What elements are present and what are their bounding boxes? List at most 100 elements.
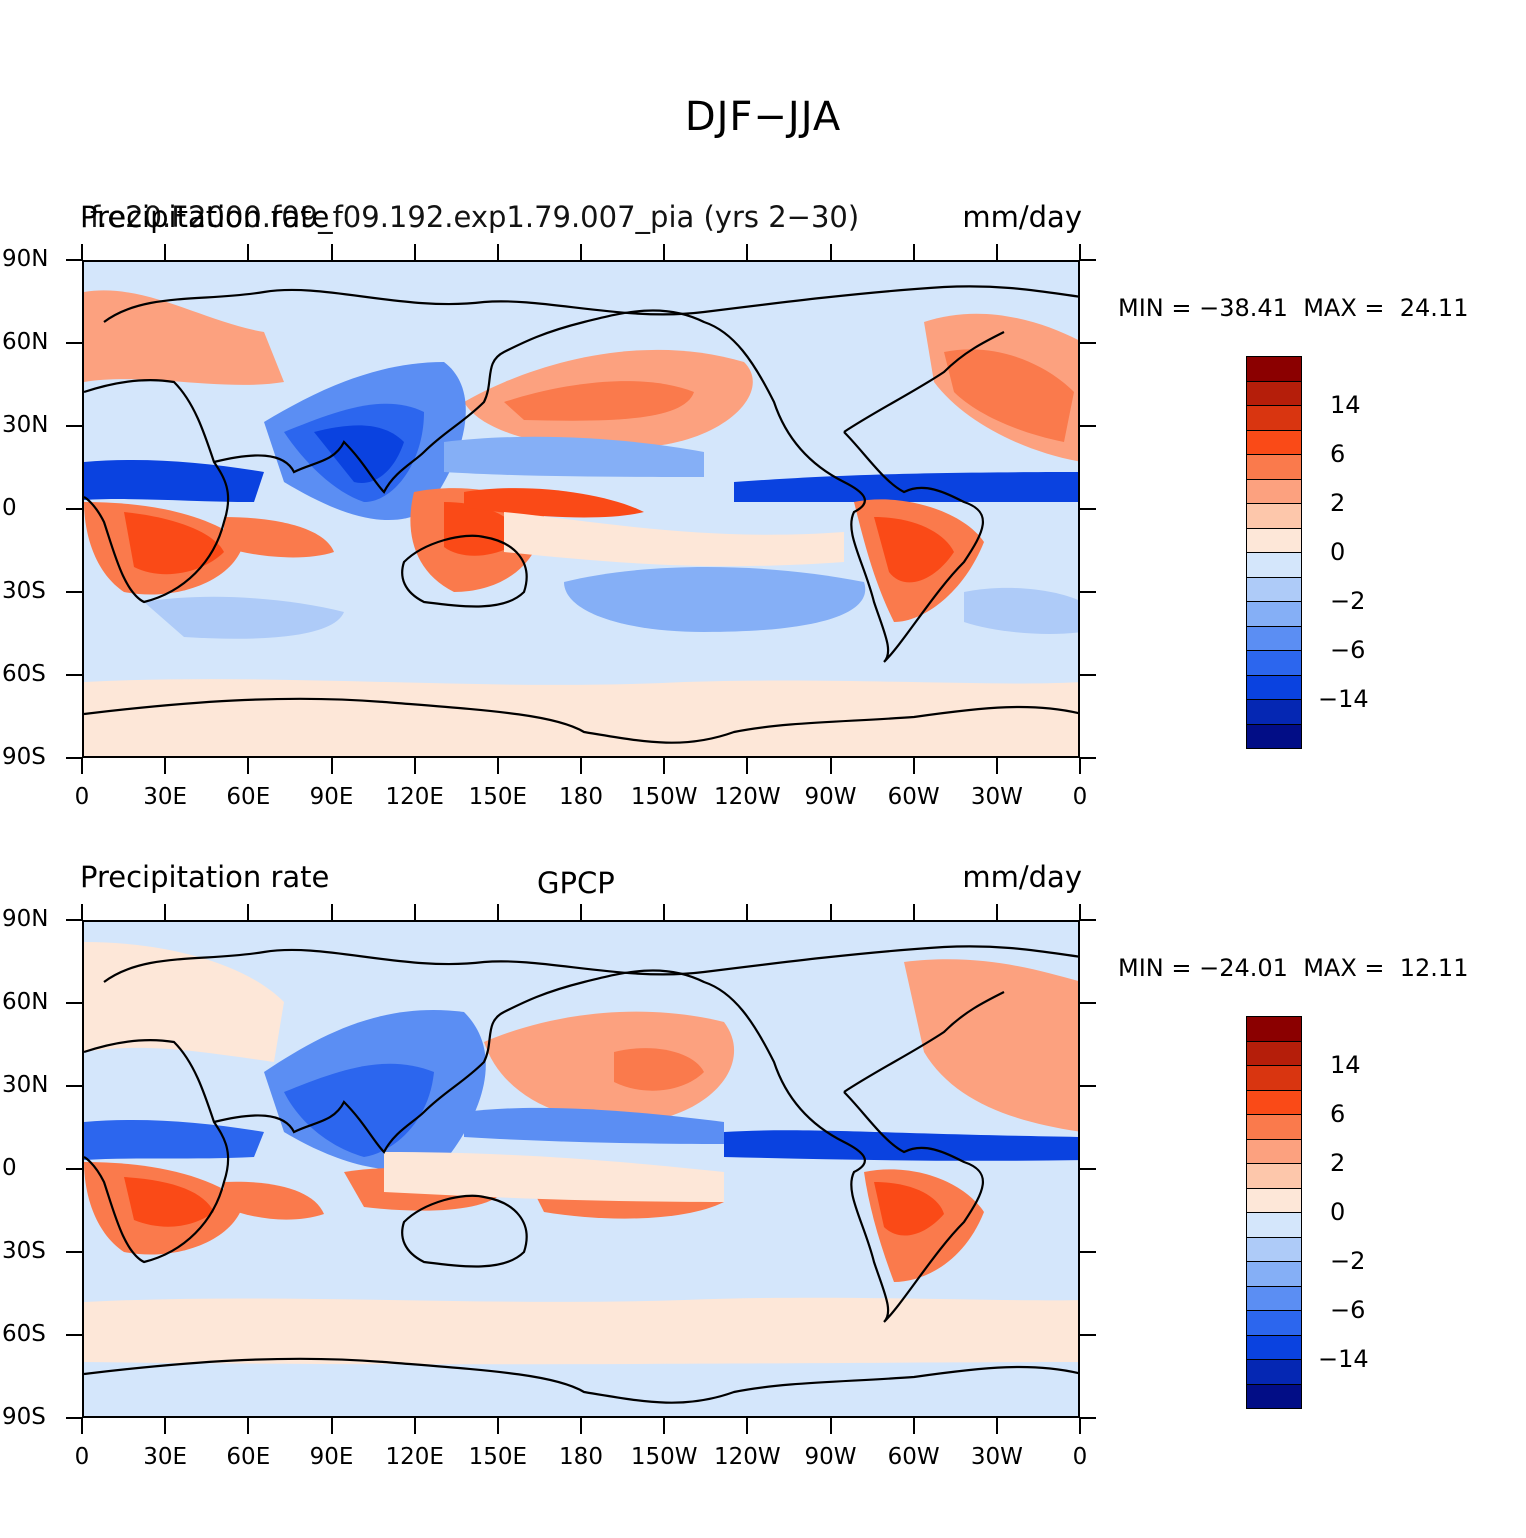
lon-tick [247, 244, 250, 260]
colorbar-swatch [1246, 478, 1302, 504]
panel1-max: MAX = 24.11 [1303, 294, 1469, 322]
lon-tick [663, 244, 666, 260]
lat-tick [66, 674, 82, 676]
field-region [504, 512, 844, 567]
lon-tick [1079, 244, 1081, 260]
lat-tick [66, 1168, 82, 1170]
lon-label: 30E [143, 784, 188, 810]
lon-tick [746, 1418, 749, 1434]
lon-label: 180 [559, 784, 603, 810]
lon-tick [496, 1418, 499, 1434]
lon-label: 90W [804, 784, 857, 810]
field-region [614, 1048, 704, 1091]
field-region [84, 290, 284, 385]
lat-tick [1080, 591, 1096, 593]
lon-tick [580, 1418, 582, 1434]
lon-label: 90E [309, 1444, 354, 1470]
lat-tick [1080, 1334, 1096, 1336]
colorbar-label: −6 [1330, 636, 1366, 664]
lon-tick [829, 904, 832, 920]
lon-label: 60W [887, 1444, 940, 1470]
lon-tick [1079, 1418, 1081, 1434]
panel1-map [82, 260, 1080, 758]
lon-tick [413, 1418, 416, 1434]
lon-tick [330, 758, 333, 774]
colorbar-swatch [1246, 429, 1302, 455]
colorbar-swatch [1246, 1065, 1302, 1091]
colorbar-label: 6 [1330, 440, 1346, 468]
lon-tick [496, 904, 499, 920]
panel1-units: mm/day [962, 200, 1082, 234]
field-region [464, 1107, 724, 1144]
field-region [484, 1011, 735, 1123]
lon-label: 150E [468, 784, 528, 810]
lon-tick [663, 904, 666, 920]
lat-tick [1080, 1085, 1096, 1087]
panel2-min: MIN = −24.01 [1118, 954, 1288, 982]
lon-label: 30W [970, 1444, 1023, 1470]
lat-label: 60N [2, 329, 49, 355]
lon-tick [746, 904, 749, 920]
field-region [224, 517, 334, 558]
lat-tick [1080, 674, 1096, 676]
lon-label: 90W [804, 1444, 857, 1470]
lon-tick [247, 758, 250, 774]
colorbar-label: −6 [1330, 1296, 1366, 1324]
lon-tick [912, 758, 915, 774]
lon-tick [330, 244, 333, 260]
colorbar-swatch [1246, 1016, 1302, 1042]
lon-tick [580, 758, 582, 774]
field-region [124, 1177, 214, 1227]
lat-tick [1080, 259, 1096, 261]
lon-tick [829, 1418, 832, 1434]
lat-tick [66, 757, 82, 759]
colorbar-label: 0 [1330, 1198, 1346, 1226]
panel1-center-title: f.e20.F2000.f09_f09.192.exp1.79.007_pia … [90, 200, 860, 234]
lon-label: 60E [226, 784, 271, 810]
colorbar-swatch [1246, 527, 1302, 553]
colorbar-label: −2 [1330, 587, 1366, 615]
lat-tick [1080, 1002, 1096, 1004]
lon-tick [912, 1418, 915, 1434]
field-region [504, 381, 694, 421]
lat-label: 60S [2, 661, 46, 687]
lon-tick [413, 904, 416, 920]
colorbar-swatch [1246, 699, 1302, 725]
lat-label: 90N [2, 246, 49, 272]
lon-tick [580, 244, 582, 260]
field-region [904, 959, 1078, 1132]
lon-tick [912, 904, 915, 920]
colorbar-swatch [1246, 405, 1302, 431]
panel2-min-max: MIN = −24.01 MAX = 12.11 [1118, 954, 1518, 982]
lon-tick [413, 758, 416, 774]
lon-tick [81, 244, 83, 260]
lon-tick [580, 904, 582, 920]
lon-label: 60E [226, 1444, 271, 1470]
colorbar-label: 6 [1330, 1100, 1346, 1128]
lon-label: 150W [630, 784, 698, 810]
lon-tick [164, 904, 167, 920]
panel1-min: MIN = −38.41 [1118, 294, 1288, 322]
field-region [224, 1181, 324, 1220]
colorbar-label: 14 [1330, 391, 1361, 419]
colorbar-label: −14 [1318, 685, 1369, 713]
colorbar-swatch [1246, 552, 1302, 578]
field-region [384, 1152, 724, 1202]
lat-label: 30S [2, 1238, 46, 1264]
colorbar-swatch [1246, 1114, 1302, 1140]
lon-tick [663, 1418, 666, 1434]
colorbar-swatch [1246, 356, 1302, 382]
lon-tick [81, 1418, 83, 1434]
field-region [874, 517, 954, 583]
lon-tick [995, 904, 998, 920]
lat-label: 0 [2, 495, 17, 521]
lat-label: 90S [2, 1404, 46, 1430]
panel2-coastlines [84, 945, 1078, 1404]
lat-tick [1080, 425, 1096, 427]
field-region [314, 425, 404, 483]
lon-tick [164, 758, 167, 774]
lon-tick [81, 904, 83, 920]
field-region [464, 488, 644, 518]
lon-label: 60W [887, 784, 940, 810]
colorbar-swatch [1246, 1040, 1302, 1066]
